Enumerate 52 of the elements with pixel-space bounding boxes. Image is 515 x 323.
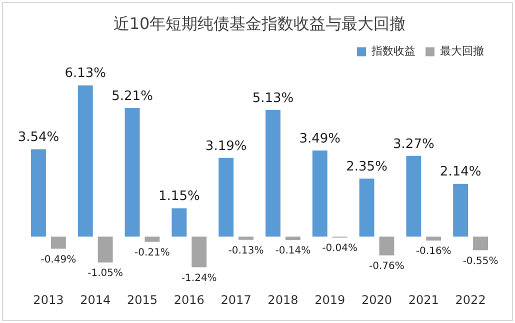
x-tick-label: 2019 [314,292,346,307]
bar [31,149,46,237]
bar [379,236,394,256]
bar [473,236,488,250]
data-label: 2.14% [440,164,482,180]
data-label: -0.49% [40,254,76,266]
bar [124,108,140,237]
data-label: -0.21% [134,247,170,258]
data-label: -0.16% [416,246,452,258]
bar [172,208,187,237]
bar [192,236,207,268]
data-label: 5.13% [252,90,294,106]
x-tick-label: 2013 [33,292,64,307]
bar [238,236,254,240]
data-label: 3.19% [205,138,247,154]
data-label: -0.55% [462,256,498,267]
x-tick-label: 2017 [220,292,252,307]
legend-label: 指数收益 [370,44,416,58]
x-tick-label: 2018 [268,292,298,307]
x-tick-label: 2015 [126,292,158,307]
x-tick-label: 2022 [455,292,486,307]
x-tick-label: 2021 [408,292,439,307]
x-tick-label: 2016 [174,292,204,307]
bar [406,156,422,237]
legend-label: 最大回撤 [440,44,484,58]
bar [426,236,442,241]
data-label: 3.54% [18,130,60,146]
bar [312,150,328,237]
bar [218,158,234,237]
bar [266,110,280,237]
bar [144,236,160,242]
data-label: -1.24% [181,272,217,284]
data-label: -0.76% [369,260,404,272]
bar [50,236,66,249]
data-label: 1.15% [158,189,200,204]
data-label: 6.13% [64,66,106,82]
data-label: -0.14% [275,246,311,257]
bar [453,184,468,237]
bar [78,85,93,237]
x-tick-label: 2014 [80,292,111,307]
data-label: -0.04% [322,243,358,254]
data-label: 3.49% [299,131,341,146]
data-label: -0.13% [228,245,264,256]
bar [285,236,300,240]
bar [98,236,113,263]
chart-title: 近10年短期纯债基金指数收益与最大回撤 [113,14,406,33]
x-tick-label: 2020 [361,292,392,307]
data-label: 2.35% [346,160,388,175]
data-label: -1.05% [88,268,124,280]
bar [359,178,374,237]
data-label: 5.21% [112,88,153,104]
data-label: 3.27% [393,136,434,152]
